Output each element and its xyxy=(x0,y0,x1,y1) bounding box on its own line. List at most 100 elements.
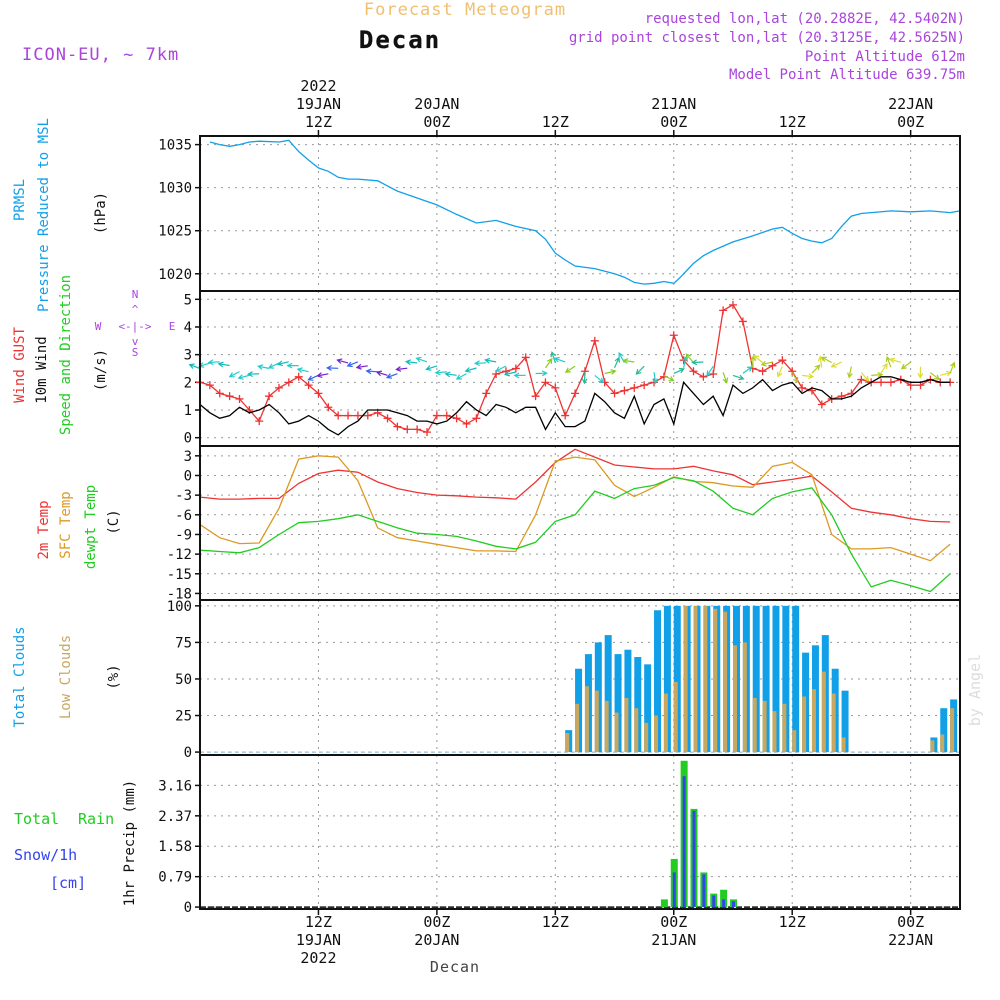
precipitation-ytick-label: 0.79 xyxy=(158,870,192,886)
low-clouds-bar xyxy=(723,611,728,753)
gust-marker xyxy=(344,411,353,420)
wind-panel: 0 1 2 3 4 5 xyxy=(184,290,961,447)
total-clouds-bar xyxy=(940,708,948,753)
sfc-temp-label: SFC Temp xyxy=(58,491,74,558)
wind-ytick-label: 4 xyxy=(184,320,192,336)
clouds-ytick-label: 0 xyxy=(184,745,192,761)
wind-direction-arrow xyxy=(188,363,201,370)
gust-marker xyxy=(215,389,224,398)
wind-direction-arrow xyxy=(228,371,240,378)
precipitation-ytick-label: 0 xyxy=(184,900,192,916)
gust-marker xyxy=(462,419,471,428)
gust-marker xyxy=(689,367,698,376)
precip-unit-label: 1hr Precip (mm) xyxy=(122,780,138,906)
gust-marker xyxy=(413,425,422,434)
wind-direction-arrow xyxy=(742,366,753,374)
total-clouds-bar xyxy=(614,654,622,753)
wind-direction-arrow xyxy=(880,362,888,374)
low-clouds-bar xyxy=(732,645,737,753)
rain-bar xyxy=(660,899,668,908)
pressure-frame xyxy=(199,135,961,292)
gust-marker xyxy=(561,411,570,420)
dewpt-label: dewpt Temp xyxy=(83,485,99,569)
pressure-ytick-label: 1020 xyxy=(158,267,192,283)
gust-marker xyxy=(728,300,737,309)
wind-direction-arrow xyxy=(385,373,398,379)
pressure-ytick-label: 1030 xyxy=(158,181,192,197)
temp-unit-label: (C) xyxy=(106,509,122,534)
wind-direction-arrow xyxy=(316,372,329,378)
wind-direction-arrow xyxy=(663,374,675,382)
wind-direction-arrow xyxy=(622,358,635,364)
low-clouds-bar xyxy=(841,737,846,753)
time-tick-bottom-label: 12Z xyxy=(779,913,806,931)
temperature-ytick-label: -15 xyxy=(167,567,192,583)
wind-direction-arrow xyxy=(802,373,815,380)
low-clouds-bar xyxy=(644,722,649,753)
wind-ytick-label: 3 xyxy=(184,348,192,364)
snow-unit-label: [cm] xyxy=(50,874,86,892)
gust-marker xyxy=(650,378,659,387)
gust-marker xyxy=(353,411,362,420)
low-clouds-bar xyxy=(811,689,816,753)
time-tick-bottom-label: 22JAN xyxy=(888,931,933,949)
gust-marker xyxy=(452,414,461,423)
total-clouds-bar xyxy=(634,657,642,753)
gust-marker xyxy=(719,306,728,315)
wind-direction-arrow xyxy=(484,357,497,364)
gust-marker xyxy=(482,389,491,398)
time-tick-top-label: 12Z xyxy=(305,113,332,131)
wind-unit-label: (m/s) xyxy=(93,349,109,391)
wind-direction-arrow xyxy=(296,367,309,373)
total-clouds-bar xyxy=(762,605,770,753)
gust-label: Wind GUST xyxy=(12,327,28,403)
wind-direction-arrow xyxy=(267,362,280,369)
wind-direction-arrow xyxy=(753,354,763,364)
low-clouds-bar xyxy=(693,605,698,753)
time-tick-top-label: 12Z xyxy=(542,113,569,131)
wind-direction-arrow xyxy=(682,355,689,368)
temperature-panel: 3 0 -3 -6 -9 -12 -15 -18 xyxy=(167,445,961,602)
wind-direction-arrow xyxy=(246,371,260,378)
wind-direction-arrow xyxy=(415,356,428,363)
low-clouds-bar xyxy=(782,703,787,753)
clouds-ytick-label: 50 xyxy=(175,672,192,688)
compass-cross: <-|-> xyxy=(118,320,151,333)
wind-direction-arrow xyxy=(817,355,824,368)
low-clouds-bar xyxy=(594,690,599,753)
wind-direction-arrow xyxy=(545,357,553,369)
credit-watermark: by Angel xyxy=(966,654,984,726)
wind-direction-arrow xyxy=(760,360,773,367)
meteogram-title: Decan xyxy=(359,26,441,54)
pressure-panel: 1020 1025 1030 1035 xyxy=(158,135,961,292)
low-clouds-bar xyxy=(752,697,757,753)
total-clouds-bar xyxy=(752,605,760,753)
time-tick-bottom-label: 00Z xyxy=(897,913,924,931)
time-tick-top-label: 00Z xyxy=(660,113,687,131)
low-clouds-bar xyxy=(703,605,708,753)
wind-direction-arrow xyxy=(365,368,378,375)
wind-direction-arrow xyxy=(257,364,270,370)
total-clouds-bar xyxy=(782,605,790,753)
time-tick-bottom-label: 12Z xyxy=(542,913,569,931)
wind-direction-arrow xyxy=(276,360,289,367)
gust-marker xyxy=(393,422,402,431)
time-tick-top-label: 20JAN xyxy=(414,95,459,113)
gust-marker xyxy=(699,372,708,381)
wind-direction-arrow xyxy=(564,365,576,373)
snow-bar xyxy=(692,810,696,908)
low-clouds-bar xyxy=(802,696,807,753)
time-tick-top-label: 00Z xyxy=(897,113,924,131)
total-clouds-bar xyxy=(654,610,662,753)
temperature-frame xyxy=(199,445,961,601)
wind-direction-arrow xyxy=(949,361,956,374)
gust-marker xyxy=(768,361,777,370)
total-clouds-bar xyxy=(663,605,671,753)
pressure-label: PRMSL xyxy=(12,179,28,221)
gust-marker xyxy=(798,383,807,392)
gust-marker xyxy=(531,392,540,401)
wind-direction-arrow xyxy=(691,359,704,366)
